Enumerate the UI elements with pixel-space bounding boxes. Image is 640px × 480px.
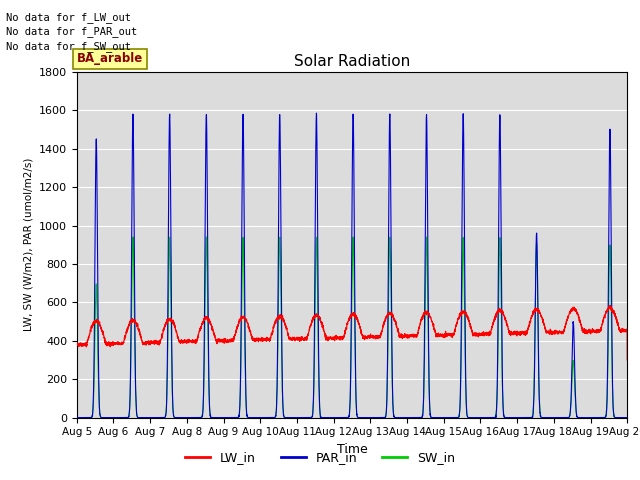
Text: No data for f_LW_out: No data for f_LW_out bbox=[6, 12, 131, 23]
Text: No data for f_PAR_out: No data for f_PAR_out bbox=[6, 26, 138, 37]
Legend: LW_in, PAR_in, SW_in: LW_in, PAR_in, SW_in bbox=[180, 446, 460, 469]
Text: No data for f_SW_out: No data for f_SW_out bbox=[6, 41, 131, 52]
Y-axis label: LW, SW (W/m2), PAR (umol/m2/s): LW, SW (W/m2), PAR (umol/m2/s) bbox=[24, 158, 33, 332]
X-axis label: Time: Time bbox=[337, 443, 367, 456]
Title: Solar Radiation: Solar Radiation bbox=[294, 54, 410, 70]
Text: BA_arable: BA_arable bbox=[77, 52, 143, 65]
